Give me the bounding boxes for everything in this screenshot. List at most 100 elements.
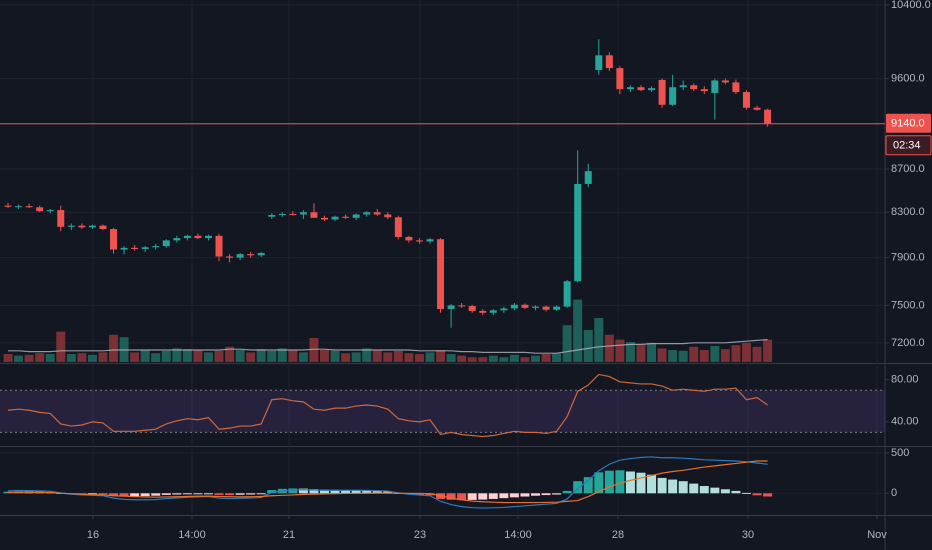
volume-bar — [689, 346, 699, 362]
candle-body — [120, 247, 128, 250]
candle-body — [257, 253, 265, 256]
volume-bar — [414, 354, 424, 362]
histogram-bar — [362, 490, 372, 494]
candle-body — [278, 213, 286, 216]
volume-bar — [98, 352, 108, 362]
volume-bar — [530, 355, 540, 362]
volume-bar — [267, 350, 277, 362]
histogram-bar — [267, 490, 277, 494]
histogram-bar — [478, 493, 488, 500]
volume-bar — [235, 350, 245, 362]
histogram-bar — [298, 488, 308, 494]
candle-body — [468, 306, 476, 311]
candle-body — [553, 306, 561, 310]
histogram-bar — [562, 490, 572, 494]
histogram-bar — [98, 493, 108, 495]
volume-bar — [225, 346, 235, 362]
candle-body — [626, 87, 634, 90]
volume-bar — [182, 349, 192, 362]
volume-bar — [309, 338, 319, 362]
histogram-bar — [214, 493, 224, 495]
candle-body — [753, 107, 761, 110]
histogram-bar — [752, 493, 762, 496]
candle-body — [648, 88, 656, 91]
volume-bar — [203, 352, 213, 362]
volume-bar — [161, 350, 171, 362]
candle-body — [331, 216, 339, 220]
volume-bar — [446, 354, 456, 362]
histogram-bar — [488, 493, 498, 499]
y-tick-label: 8700.0 — [891, 163, 925, 175]
candle-body — [67, 225, 75, 227]
volume-bar — [372, 350, 382, 362]
rsi-band — [0, 390, 885, 433]
histogram-bar — [109, 493, 119, 496]
candle-body — [521, 304, 529, 308]
volume-bar — [552, 353, 562, 362]
volume-bar — [14, 355, 24, 362]
candle-body — [479, 310, 487, 313]
histogram-bar — [414, 493, 424, 495]
candle-body — [226, 256, 234, 258]
y-tick-label: 7900.0 — [891, 252, 925, 264]
candle-body — [25, 206, 33, 208]
candle-body — [764, 109, 772, 124]
volume-bar — [657, 348, 667, 362]
grid — [0, 0, 885, 515]
volume-bar — [66, 354, 76, 362]
histogram-bar — [741, 492, 751, 494]
candle-body — [458, 305, 466, 307]
histogram-bar — [351, 490, 361, 494]
candle-body — [215, 235, 223, 257]
candle-body — [373, 212, 381, 215]
x-tick-label: 28 — [612, 529, 624, 541]
histogram-bar — [225, 493, 235, 496]
volume-bar — [77, 353, 87, 362]
x-tick-label: 23 — [414, 529, 426, 541]
volume-bar — [604, 334, 614, 362]
volume-bar — [562, 325, 572, 362]
histogram-bar — [172, 493, 182, 495]
histogram-bar — [604, 470, 614, 494]
countdown-label: 02:34 — [893, 140, 921, 152]
candle-body — [299, 212, 307, 215]
candle-body — [46, 210, 54, 212]
candle-body — [204, 235, 212, 239]
volume-bar — [140, 350, 150, 362]
candle-body — [742, 92, 750, 108]
x-tick-label: 30 — [742, 529, 754, 541]
candle-body — [152, 246, 160, 248]
candle-body — [162, 240, 170, 247]
volume-bar — [351, 352, 361, 362]
volume-bar — [509, 354, 519, 362]
y-tick-label: 80.00 — [891, 374, 919, 386]
histogram-bar — [552, 493, 562, 495]
candle-body — [4, 205, 12, 207]
histogram-bar — [731, 490, 741, 494]
volume-bar — [172, 348, 182, 362]
candle-body — [415, 240, 423, 242]
candle-body — [690, 85, 698, 90]
histogram-bar — [657, 477, 667, 494]
y-tick-label: 9600.0 — [891, 72, 925, 84]
volume-bar — [3, 354, 13, 362]
candle-body — [437, 239, 445, 310]
histogram-bar — [341, 490, 351, 494]
candle-body — [88, 225, 96, 228]
rsi-line — [7, 373, 768, 438]
histogram-bar — [594, 472, 604, 494]
volume-bar — [256, 349, 266, 362]
volume-bar — [541, 354, 551, 362]
candle-body — [78, 225, 86, 228]
candle-body — [563, 281, 571, 307]
countdown-tag — [885, 135, 932, 156]
x-tick-label: 14:00 — [178, 529, 206, 541]
volume-bar — [341, 353, 351, 362]
histogram-bar — [235, 493, 245, 495]
candle-body — [542, 306, 550, 310]
volume-bar — [35, 353, 45, 362]
candle-body — [669, 87, 677, 105]
histogram-bar — [710, 487, 720, 494]
volume-bar — [56, 331, 66, 362]
